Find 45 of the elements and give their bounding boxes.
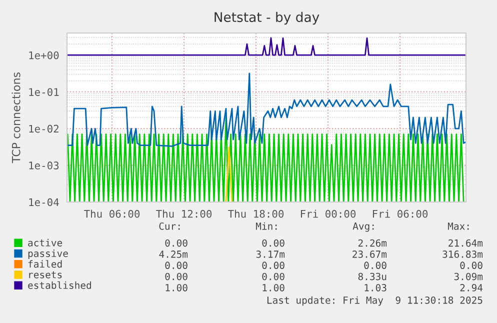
text: 0.00 xyxy=(262,272,284,280)
text: Avg: xyxy=(352,222,374,232)
text: 0.00 xyxy=(262,239,284,247)
text: 0.00 xyxy=(165,239,188,247)
legend-label: passive xyxy=(28,250,68,259)
line-series xyxy=(67,72,466,147)
text: 0.00 xyxy=(165,272,188,280)
text: 1.00 xyxy=(166,284,188,292)
line-series xyxy=(67,116,464,202)
text: 4.25m xyxy=(159,250,188,258)
text: 0.00 xyxy=(262,262,284,270)
text: 21.64m xyxy=(448,239,483,247)
text: 0.00 xyxy=(364,262,386,270)
text: 316.83m xyxy=(442,250,483,258)
text: 1.03 xyxy=(364,284,386,292)
text: Min: xyxy=(256,222,277,230)
text: 3.17m xyxy=(256,250,285,258)
y-tick-label: 1e-04 xyxy=(29,198,59,206)
legend-label: active xyxy=(28,238,62,246)
x-tick-label: Fri 00:00 xyxy=(300,210,356,218)
text: Cur: xyxy=(159,222,180,230)
y-tick-label: 1e+00 xyxy=(29,51,59,60)
chart-title: Netstat - by day xyxy=(214,12,320,25)
y-tick-label: 1e-01 xyxy=(29,88,59,96)
legend-label: established xyxy=(28,281,91,289)
line-series xyxy=(67,37,466,56)
text: Last update: Fri May 9 11:30:18 2025 xyxy=(267,296,482,306)
legend-label: resets xyxy=(29,271,62,278)
text: Max: xyxy=(448,222,469,230)
y-tick-label: 1e-03 xyxy=(29,162,59,170)
text: 2.94 xyxy=(460,284,483,292)
legend-label: failed xyxy=(28,260,62,268)
text: 2.26m xyxy=(358,239,387,247)
y-tick-label: 1e-02 xyxy=(29,124,58,133)
text: 1.00 xyxy=(262,284,284,292)
text: 0.00 xyxy=(460,262,482,270)
text: 0.00 xyxy=(165,262,188,270)
text: 8.33u xyxy=(358,272,386,280)
text: 23.67m xyxy=(352,250,387,258)
y-axis-title: TCP connections xyxy=(12,72,20,164)
x-tick-label: Fri 06:00 xyxy=(372,210,428,218)
x-tick-label: Thu 18:00 xyxy=(228,210,284,218)
text: 3.09m xyxy=(454,272,483,280)
x-tick-label: Thu 06:00 xyxy=(84,210,140,218)
x-tick-label: Thu 12:00 xyxy=(156,210,212,218)
